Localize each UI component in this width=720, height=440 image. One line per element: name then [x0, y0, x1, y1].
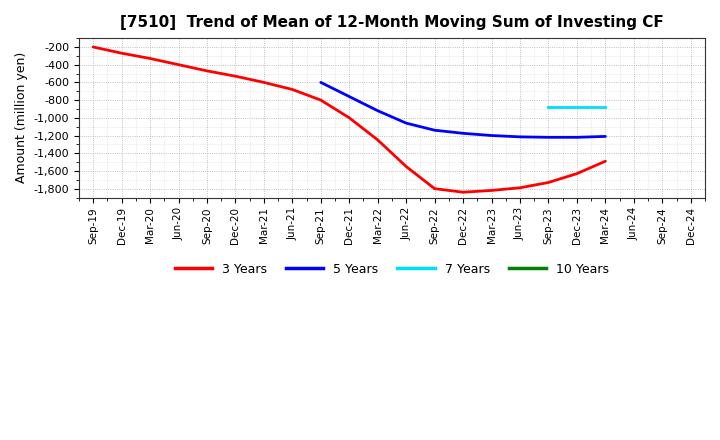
Legend: 3 Years, 5 Years, 7 Years, 10 Years: 3 Years, 5 Years, 7 Years, 10 Years — [170, 257, 614, 281]
Y-axis label: Amount (million yen): Amount (million yen) — [15, 52, 28, 183]
Title: [7510]  Trend of Mean of 12-Month Moving Sum of Investing CF: [7510] Trend of Mean of 12-Month Moving … — [120, 15, 664, 30]
